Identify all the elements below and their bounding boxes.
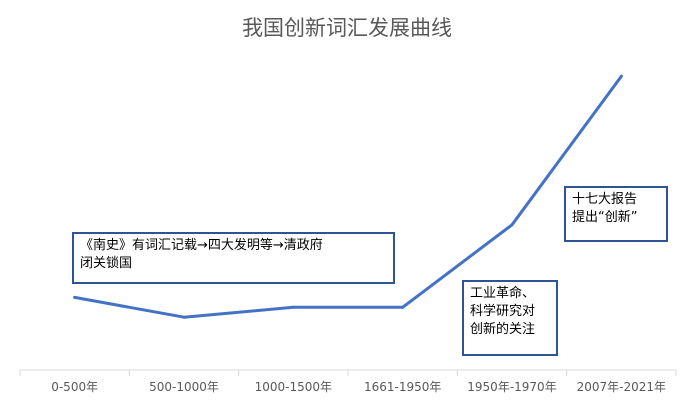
data-point (73, 295, 77, 299)
annotation-line: 创新的关注 (470, 322, 536, 337)
data-point (291, 305, 295, 309)
annotation-line: 提出“创新” (572, 210, 638, 225)
annotation-line: 十七大报告 (572, 192, 638, 207)
annotation-industrial-revolution: 工业革命、 科学研究对 创新的关注 (462, 280, 558, 356)
data-point (619, 74, 623, 78)
annotation-line: 工业革命、 (470, 286, 536, 301)
annotation-ancient-history: 《南史》有词汇记载→四大发明等→清政府 闭关锁国 (72, 232, 395, 284)
data-point (182, 315, 186, 319)
x-tick-label: 0-500年 (51, 380, 98, 394)
x-tick-label: 1661-1950年 (364, 380, 441, 394)
chart-title: 我国创新词汇发展曲线 (242, 16, 452, 40)
x-tick-label: 500-1000年 (149, 380, 219, 394)
data-point (510, 223, 514, 227)
x-tick-label: 2007年-2021年 (577, 380, 666, 394)
annotation-line: 科学研究对 (470, 304, 536, 319)
annotation-line: 《南史》有词汇记载→四大发明等→清政府 (80, 238, 323, 253)
series-line (73, 74, 623, 319)
annotation-seventeenth-congress: 十七大报告 提出“创新” (564, 186, 668, 242)
annotation-line: 闭关锁国 (80, 256, 133, 271)
x-tick-label: 1000-1500年 (255, 380, 332, 394)
data-point (401, 305, 405, 309)
x-tick-label: 1950年-1970年 (467, 380, 556, 394)
